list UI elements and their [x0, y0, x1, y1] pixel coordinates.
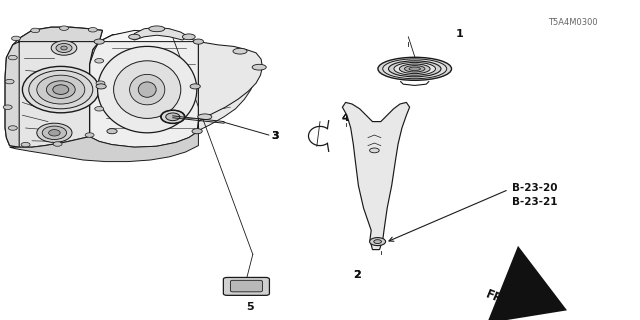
Ellipse shape [56, 44, 72, 52]
Ellipse shape [107, 129, 117, 134]
Ellipse shape [383, 59, 447, 79]
Ellipse shape [193, 39, 204, 44]
Ellipse shape [399, 64, 430, 74]
Polygon shape [197, 42, 262, 131]
Text: 3: 3 [271, 131, 279, 141]
Ellipse shape [61, 46, 67, 50]
Ellipse shape [404, 66, 425, 72]
Ellipse shape [388, 61, 441, 77]
FancyBboxPatch shape [223, 277, 269, 295]
Ellipse shape [182, 34, 195, 40]
Ellipse shape [5, 79, 14, 84]
Ellipse shape [192, 129, 202, 134]
Ellipse shape [52, 85, 69, 94]
Text: 3: 3 [271, 131, 279, 141]
Ellipse shape [96, 84, 106, 89]
Ellipse shape [60, 26, 68, 30]
Ellipse shape [3, 105, 12, 109]
Ellipse shape [51, 41, 77, 55]
Ellipse shape [114, 61, 181, 118]
Text: 2: 2 [353, 270, 361, 280]
Ellipse shape [149, 26, 165, 32]
Ellipse shape [37, 123, 72, 142]
Ellipse shape [98, 46, 197, 133]
Ellipse shape [42, 126, 67, 140]
Polygon shape [10, 131, 198, 162]
Polygon shape [342, 102, 410, 250]
Ellipse shape [138, 82, 156, 97]
Text: FR.: FR. [484, 287, 509, 308]
Ellipse shape [36, 75, 85, 104]
Ellipse shape [233, 48, 247, 54]
Ellipse shape [409, 67, 420, 70]
Ellipse shape [21, 142, 30, 147]
Ellipse shape [129, 34, 140, 39]
Ellipse shape [46, 81, 76, 99]
Ellipse shape [29, 70, 93, 109]
Ellipse shape [49, 130, 60, 136]
Polygon shape [5, 27, 102, 147]
Ellipse shape [374, 240, 381, 244]
Text: B-23-20
B-23-21: B-23-20 B-23-21 [512, 183, 557, 207]
Ellipse shape [8, 55, 17, 60]
Ellipse shape [8, 126, 17, 130]
Text: 4: 4 [342, 113, 349, 124]
Text: 2: 2 [353, 270, 361, 280]
Text: 4: 4 [342, 113, 349, 124]
Ellipse shape [369, 148, 379, 153]
Ellipse shape [12, 36, 20, 41]
Polygon shape [90, 42, 198, 147]
Polygon shape [90, 30, 198, 146]
Ellipse shape [95, 59, 104, 63]
Ellipse shape [88, 28, 97, 32]
Ellipse shape [161, 110, 185, 124]
Ellipse shape [94, 39, 104, 44]
Polygon shape [42, 32, 198, 137]
Ellipse shape [166, 113, 180, 121]
Ellipse shape [198, 114, 212, 120]
Ellipse shape [370, 237, 385, 246]
Polygon shape [5, 27, 102, 147]
Ellipse shape [96, 81, 105, 85]
Ellipse shape [85, 133, 94, 137]
Ellipse shape [252, 64, 266, 70]
Ellipse shape [130, 75, 165, 105]
Ellipse shape [53, 142, 62, 146]
Ellipse shape [22, 67, 99, 113]
Ellipse shape [95, 107, 104, 111]
FancyBboxPatch shape [230, 280, 262, 292]
Polygon shape [131, 27, 189, 40]
Polygon shape [99, 32, 256, 131]
Ellipse shape [394, 62, 436, 75]
Ellipse shape [378, 57, 452, 80]
Text: 1: 1 [456, 28, 463, 39]
Ellipse shape [190, 84, 200, 89]
Text: 5: 5 [246, 302, 253, 312]
Text: T5A4M0300: T5A4M0300 [548, 18, 598, 27]
Ellipse shape [31, 28, 40, 33]
